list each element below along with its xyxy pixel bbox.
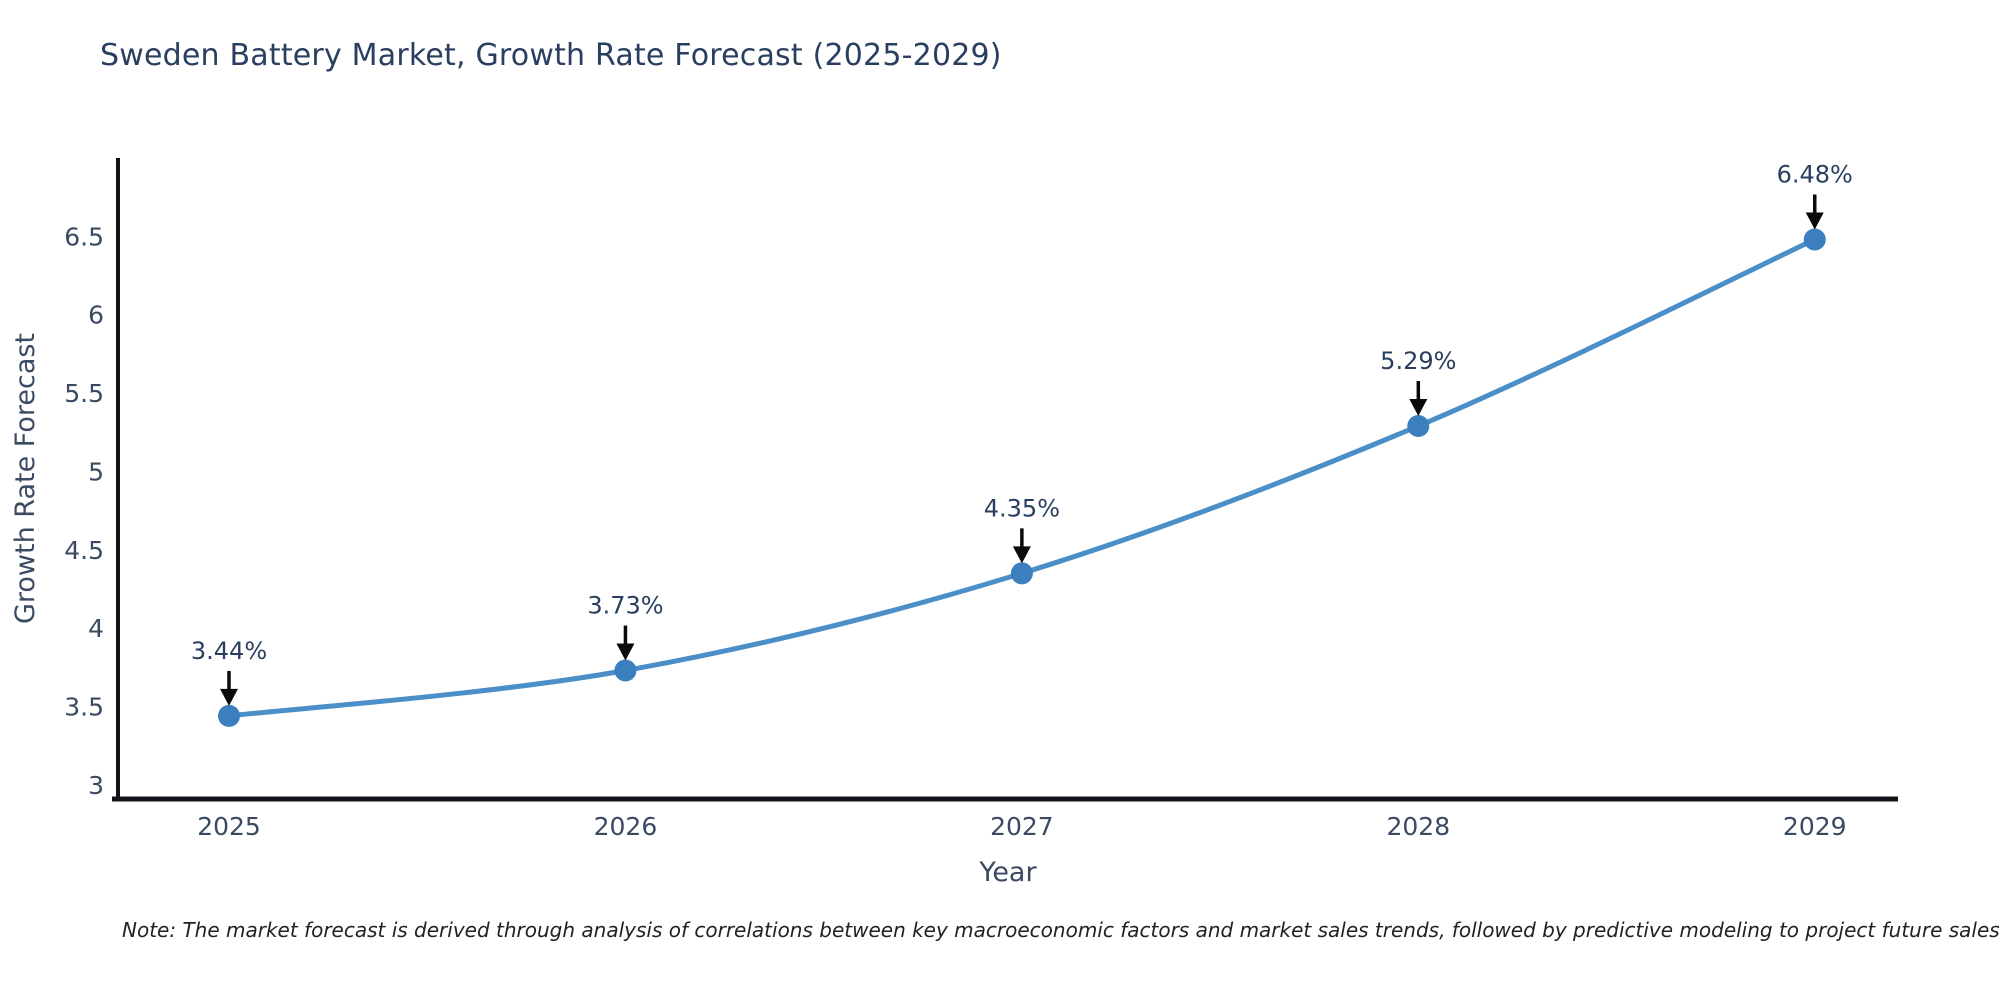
y-tick-label: 6.5 (64, 222, 104, 251)
chart-title: Sweden Battery Market, Growth Rate Forec… (100, 38, 1002, 73)
annotation-arrowhead-icon (1805, 212, 1824, 230)
data-point (218, 704, 241, 727)
data-point (1407, 414, 1430, 437)
data-label: 3.44% (191, 637, 267, 665)
y-axis-title: Growth Rate Forecast (10, 333, 41, 624)
x-tick-label: 2025 (197, 812, 261, 841)
annotation-arrowhead-icon (616, 643, 635, 661)
series-line (226, 237, 1818, 719)
footnote: Note: The market forecast is derived thr… (122, 918, 2000, 942)
y-tick-label: 5.5 (64, 379, 104, 408)
y-tick-label: 4 (88, 614, 104, 643)
y-tick-label: 4.5 (64, 536, 104, 565)
x-tick-label: 2029 (1783, 812, 1847, 841)
annotation-arrowhead-icon (220, 688, 239, 706)
x-axis-title: Year (978, 857, 1037, 888)
y-tick-label: 5 (88, 457, 104, 486)
data-label: 3.73% (587, 591, 663, 619)
x-tick-label: 2028 (1386, 812, 1450, 841)
y-tick-label: 6 (88, 301, 104, 330)
y-tick-label: 3 (88, 771, 104, 800)
annotation-arrowhead-icon (1012, 546, 1031, 564)
data-label: 4.35% (984, 494, 1060, 522)
x-tick-label: 2026 (594, 812, 658, 841)
data-label: 5.29% (1380, 347, 1456, 375)
annotation-arrowhead-icon (1409, 398, 1428, 416)
data-point (614, 659, 637, 682)
y-tick-label: 3.5 (64, 693, 104, 722)
x-tick-label: 2027 (990, 812, 1054, 841)
data-point (1803, 228, 1826, 251)
data-point (1010, 562, 1033, 585)
data-label: 6.48% (1777, 160, 1853, 188)
